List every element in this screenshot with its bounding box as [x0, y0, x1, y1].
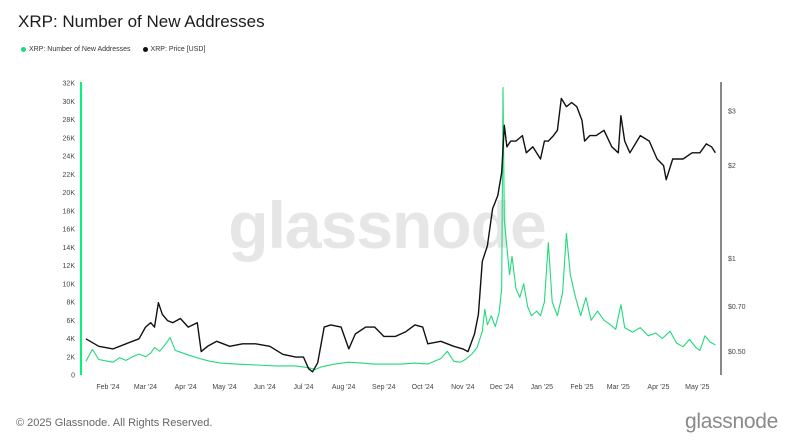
copyright-text: © 2025 Glassnode. All Rights Reserved. [16, 417, 213, 429]
y-left-tick-label: 12K [63, 263, 76, 270]
legend-item-price[interactable]: XRP: Price [USD] [142, 46, 206, 53]
x-tick-label: Mar '25 [607, 384, 630, 391]
y-right-tick-label: $0.70 [728, 304, 746, 311]
legend-label-new-addresses: XRP: Number of New Addresses [29, 46, 131, 53]
x-tick-label: Oct '24 [412, 384, 434, 391]
y-left-tick-label: 4K [66, 336, 75, 343]
x-tick-label: Aug '24 [332, 384, 356, 391]
x-tick-label: Feb '24 [96, 384, 119, 391]
y-left-tick-label: 18K [63, 208, 76, 215]
series-line-new-addresses [85, 87, 716, 371]
x-tick-label: Jan '25 [531, 384, 553, 391]
series-line-price [85, 97, 716, 373]
y-left-tick-label: 30K [63, 99, 76, 106]
y-right-tick-label: $0.50 [728, 349, 746, 356]
x-tick-label: Dec '24 [490, 384, 514, 391]
y-left-tick-label: 22K [63, 172, 76, 179]
y-left-tick-label: 16K [63, 227, 76, 234]
y-left-tick-label: 26K [63, 135, 76, 142]
x-tick-label: Apr '25 [647, 384, 669, 391]
y-left-tick-label: 28K [63, 117, 76, 124]
y-left-tick-label: 8K [66, 300, 75, 307]
y-left-tick-label: 14K [63, 245, 76, 252]
y-left-tick-label: 20K [63, 190, 76, 197]
left-axis-ticks: 0 2K 4K 6K 8K 10K 12K 14K 16K 18K 20K 22K 24K 26K 28K 3… [63, 81, 76, 380]
right-axis-ticks: $0.50 $0.70 $1 $2 $3 [728, 109, 746, 356]
legend-label-price: XRP: Price [USD] [150, 46, 206, 53]
x-tick-label: Sep '24 [372, 384, 396, 391]
y-right-tick-label: $2 [728, 163, 736, 170]
x-tick-label: Apr '24 [175, 384, 197, 391]
x-tick-label: Jun '24 [253, 384, 275, 391]
x-tick-label: Jul '24 [293, 384, 313, 391]
x-tick-label: Nov '24 [451, 384, 475, 391]
y-right-tick-label: $1 [728, 256, 736, 263]
x-axis-ticks: Feb '24 Mar '24 Apr '24 May '24 Jun '24 Jul '… [96, 384, 709, 391]
y-left-tick-label: 0 [71, 373, 75, 380]
y-right-tick-label: $3 [728, 109, 736, 116]
y-left-tick-label: 32K [63, 81, 76, 88]
legend-item-new-addresses[interactable]: XRP: Number of New Addresses [21, 46, 131, 53]
x-tick-label: Feb '25 [570, 384, 593, 391]
legend-marker-new-addresses [21, 47, 26, 52]
y-left-tick-label: 6K [66, 318, 75, 325]
legend-marker-price [142, 47, 148, 52]
x-tick-label: May '25 [685, 384, 709, 391]
y-left-tick-label: 10K [63, 281, 76, 288]
chart-legend: XRP: Number of New Addresses XRP: Price … [21, 46, 205, 53]
brand-logo-text: glassnode [684, 410, 778, 433]
x-tick-label: May '24 [212, 384, 236, 391]
y-left-tick-label: 2K [66, 354, 75, 361]
watermark-text: glassnode [228, 188, 545, 262]
y-left-tick-label: 24K [63, 154, 76, 161]
x-tick-label: Mar '24 [134, 384, 157, 391]
chart-title: XRP: Number of New Addresses [18, 12, 265, 31]
